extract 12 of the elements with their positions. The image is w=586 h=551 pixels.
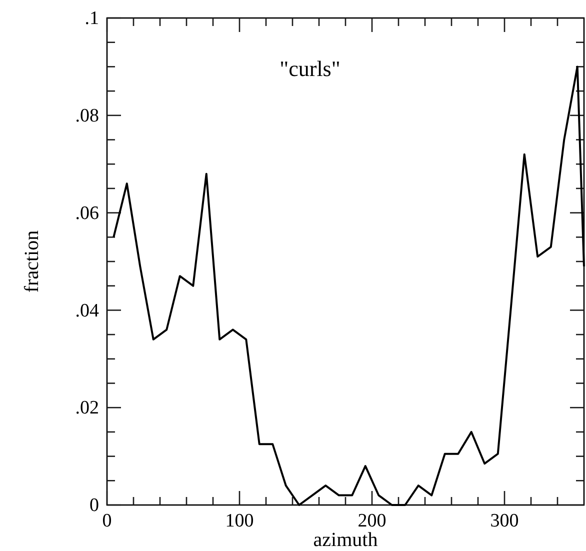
x-tick-label: 200 <box>358 510 386 532</box>
y-tick-label: .06 <box>75 202 99 224</box>
annotation: "curls" <box>280 56 340 81</box>
y-tick-label: .08 <box>75 105 99 126</box>
x-axis-title: azimuth <box>313 529 378 551</box>
x-tick-label: 100 <box>225 510 254 532</box>
y-tick-label: .04 <box>75 300 100 322</box>
x-tick-label: 300 <box>490 510 519 532</box>
y-tick-label: .1 <box>84 8 99 30</box>
y-tick-label: 0 <box>90 495 99 516</box>
y-tick-label: .02 <box>75 398 99 419</box>
y-axis-title: fraction <box>21 230 43 293</box>
